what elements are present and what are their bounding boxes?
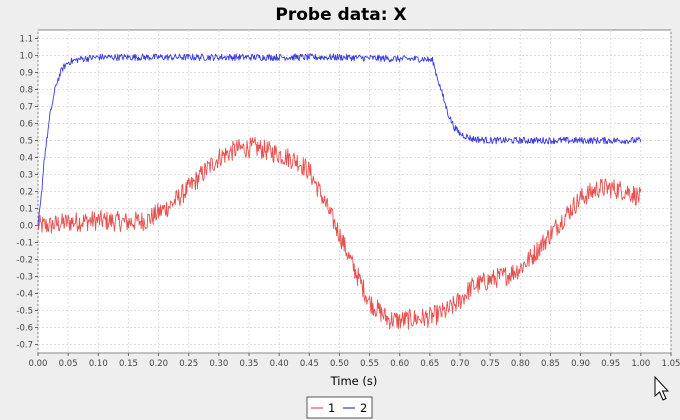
legend-label-2: 2 [360, 401, 367, 415]
y-tick-label: 0.2 [19, 188, 33, 198]
y-tick-label: -0.6 [16, 324, 33, 334]
legend-label-1: 1 [328, 401, 335, 415]
x-tick-label: 0.50 [330, 359, 349, 369]
y-tick-label: -0.2 [16, 256, 33, 266]
y-tick-label: 0.5 [19, 137, 33, 147]
x-tick-label: 0.70 [451, 359, 470, 369]
series-line-2 [37, 53, 642, 226]
y-tick-label: -0.3 [16, 273, 33, 283]
y-tick-label: -0.5 [16, 307, 33, 317]
mouse-cursor-icon [654, 375, 670, 401]
y-tick-label: 0.0 [19, 222, 33, 232]
y-tick-label: 0.9 [19, 69, 33, 79]
series-lines [37, 53, 642, 330]
y-tick-label: 0.4 [19, 154, 33, 164]
x-axis-title: Time (s) [330, 374, 378, 388]
legend-box [306, 396, 373, 419]
x-tick-label: 0.55 [360, 359, 379, 369]
x-tick-label: 0.35 [240, 359, 259, 369]
y-tick-label: 0.6 [19, 120, 33, 130]
chart-title: Probe data: X [275, 5, 406, 25]
x-tick-label: 0.05 [59, 359, 78, 369]
x-tick-label: 0.65 [420, 359, 439, 369]
x-tick-label: 0.75 [481, 359, 500, 369]
y-tick-label: -0.7 [16, 341, 33, 351]
x-tick-label: 0.20 [149, 359, 168, 369]
axis-ticks: 0.00 0.05 0.10 0.15 0.20 0.25 0.30 0.35 0.40 0.45… [16, 35, 680, 370]
x-tick-label: 0.90 [571, 359, 590, 369]
series-line-1 [37, 137, 642, 330]
y-tick-label: 1.0 [19, 52, 33, 62]
y-tick-label: 0.7 [19, 103, 33, 113]
x-tick-label: 0.00 [29, 359, 48, 369]
y-tick-label: 0.1 [19, 205, 33, 215]
y-tick-label: -0.1 [16, 239, 33, 249]
y-tick-label: 0.3 [19, 171, 33, 181]
legend: 1 2 [306, 396, 373, 419]
x-tick-label: 0.80 [511, 359, 530, 369]
x-tick-label: 0.30 [209, 359, 228, 369]
x-tick-label: 0.15 [119, 359, 138, 369]
x-tick-label: 0.60 [390, 359, 409, 369]
y-tick-label: 1.1 [19, 35, 33, 45]
x-tick-label: 0.10 [89, 359, 108, 369]
x-tick-label: 0.85 [541, 359, 560, 369]
x-tick-label: 0.25 [179, 359, 198, 369]
x-tick-label: 1.05 [662, 359, 680, 369]
y-tick-label: 0.8 [19, 86, 33, 96]
y-tick-label: -0.4 [16, 290, 33, 300]
x-tick-label: 1.00 [631, 359, 650, 369]
x-tick-label: 0.40 [270, 359, 289, 369]
x-tick-label: 0.95 [601, 359, 620, 369]
x-tick-label: 0.45 [300, 359, 319, 369]
